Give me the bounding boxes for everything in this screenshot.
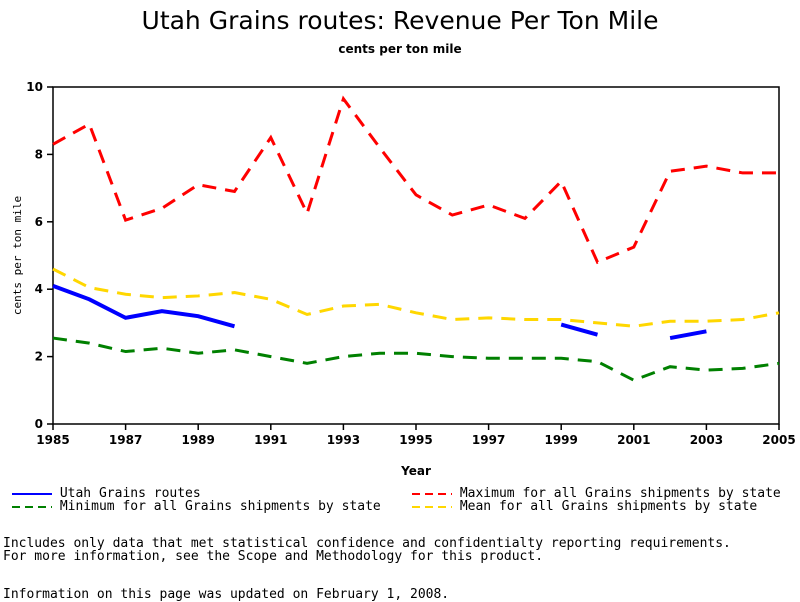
x-tick-label: 2003 <box>690 433 723 447</box>
series-line-0 <box>669 329 707 341</box>
series-line-0 <box>560 322 599 337</box>
x-tick-label: 1997 <box>472 433 505 447</box>
series-line-3 <box>52 267 780 328</box>
chart-title: Utah Grains routes: Revenue Per Ton Mile <box>141 6 659 35</box>
series-line-2 <box>52 336 780 382</box>
y-tick-label: 8 <box>35 147 43 161</box>
plot-frame <box>52 86 780 425</box>
series-line-1 <box>52 95 779 265</box>
y-tick-label: 6 <box>35 215 43 229</box>
note-updated: Information on this page was updated on … <box>3 587 450 602</box>
x-tick-label: 2001 <box>617 433 650 447</box>
x-axis-label: Year <box>400 464 431 478</box>
note-confidence: Includes only data that met statistical … <box>3 536 731 551</box>
x-tick-label: 1993 <box>327 433 360 447</box>
series-line-0 <box>52 283 236 329</box>
x-tick-label: 2005 <box>762 433 795 447</box>
chart-subtitle: cents per ton mile <box>338 42 462 56</box>
x-tick-label: 1985 <box>36 433 69 447</box>
y-tick-label: 4 <box>35 282 43 296</box>
x-tick-label: 1991 <box>254 433 287 447</box>
x-tick-label: 1999 <box>544 433 577 447</box>
y-axis-label: cents per ton mile <box>11 196 24 315</box>
y-tick-label: 0 <box>35 417 43 431</box>
note-methodology: For more information, see the Scope and … <box>3 549 544 564</box>
legend-item-mean: Mean for all Grains shipments by state <box>412 499 757 514</box>
x-tick-label: 1987 <box>109 433 142 447</box>
x-tick-label: 1995 <box>399 433 432 447</box>
y-tick-label: 2 <box>35 350 43 364</box>
legend-label: Mean for all Grains shipments by state <box>459 499 758 514</box>
legend-item-max: Maximum for all Grains shipments by stat… <box>412 486 781 501</box>
legend-item-utah: Utah Grains routes <box>12 486 201 501</box>
legend-item-min: Minimum for all Grains shipments by stat… <box>12 499 381 514</box>
x-tick-label: 1989 <box>181 433 214 447</box>
legend-label: Maximum for all Grains shipments by stat… <box>459 486 781 501</box>
legend-label: Minimum for all Grains shipments by stat… <box>59 499 381 514</box>
y-tick-label: 10 <box>26 80 43 94</box>
legend-label: Utah Grains routes <box>59 486 201 501</box>
